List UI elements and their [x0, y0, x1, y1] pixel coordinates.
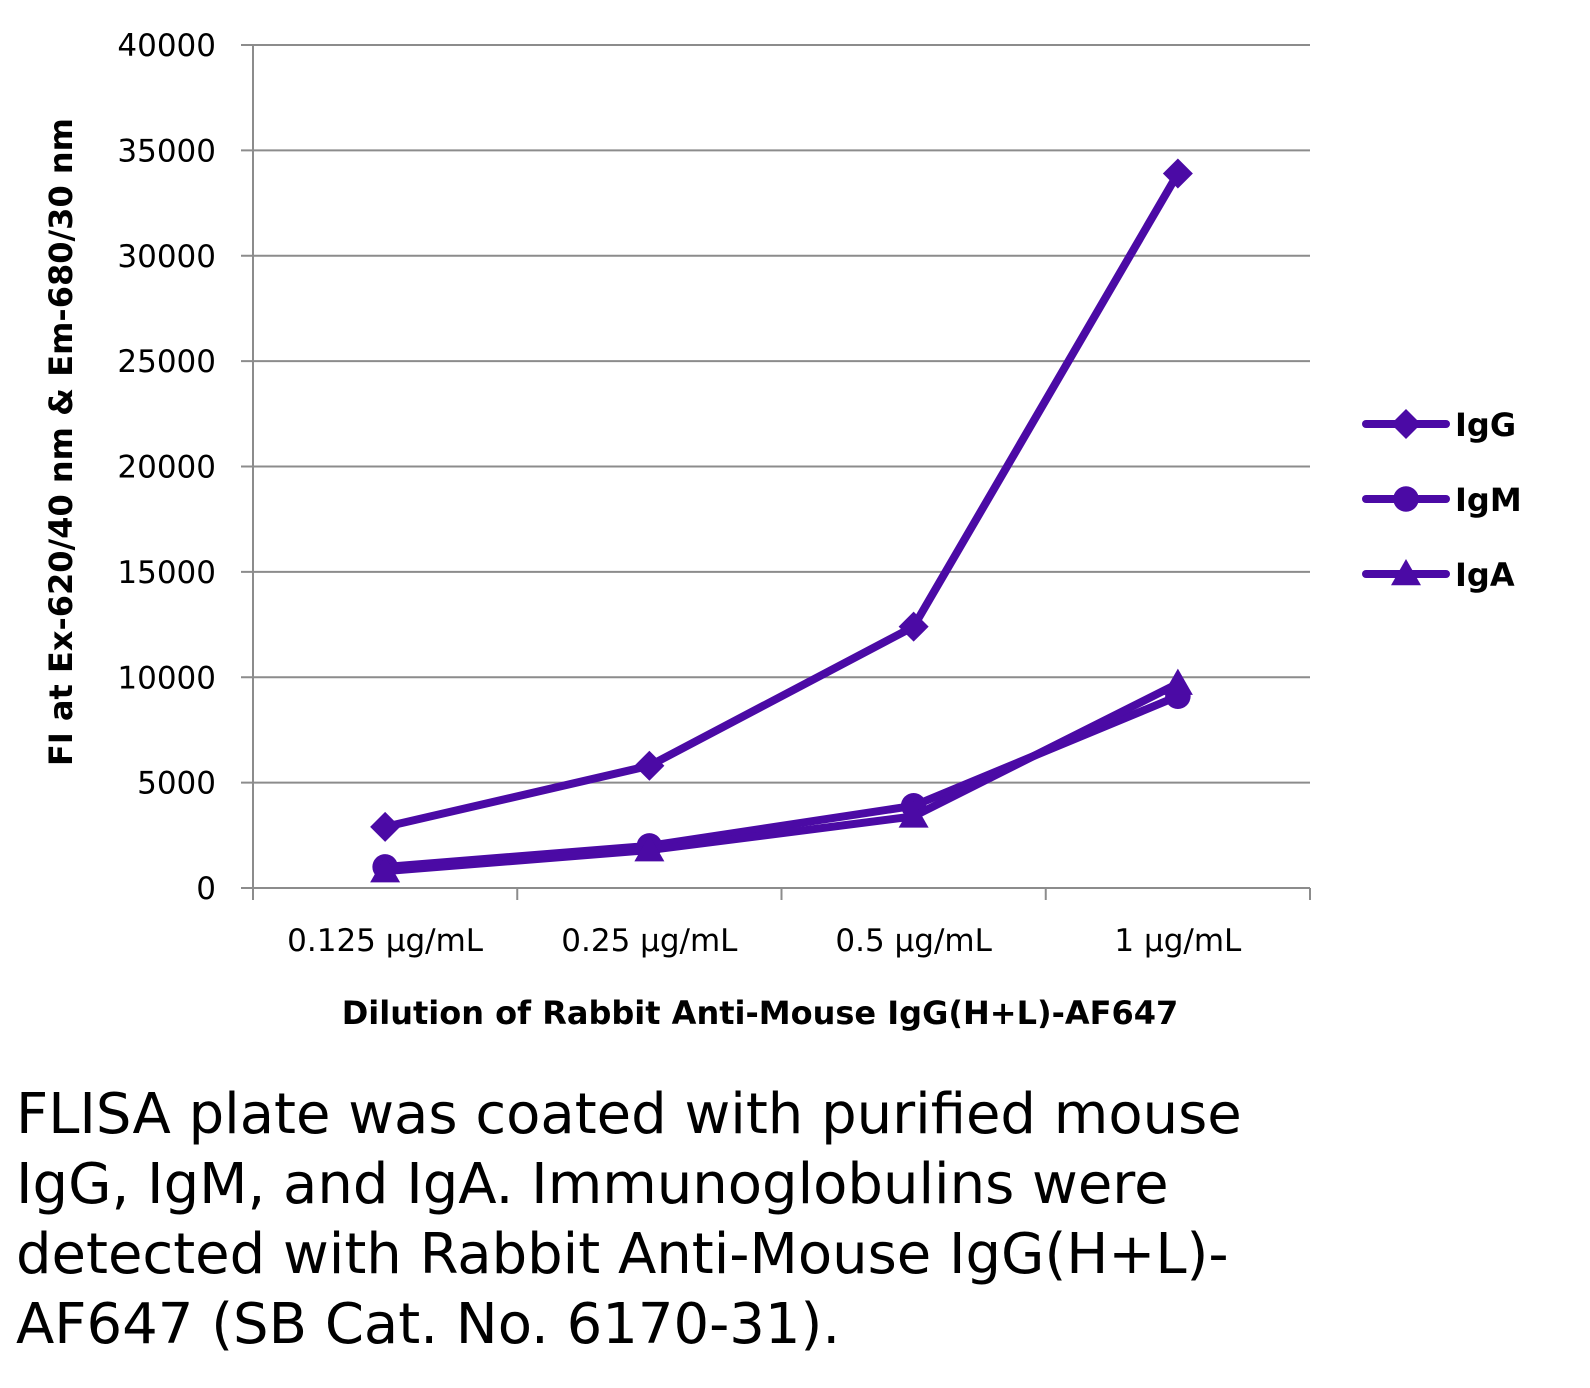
y-tick-label: 40000 — [117, 28, 216, 64]
series-igg — [370, 158, 1193, 842]
x-axis-ticks: 0.125 µg/mL 0.25 µg/mL 0.5 µg/mL 1 µg/mL — [287, 923, 1242, 959]
x-tick-label: 0.5 µg/mL — [835, 923, 992, 959]
legend-item-igm: IgM — [1362, 481, 1522, 519]
series-line-iga — [381, 679, 1182, 876]
x-tick-label: 1 µg/mL — [1114, 923, 1242, 959]
point-iga — [1162, 668, 1193, 695]
legend-label-iga: IgA — [1455, 556, 1515, 594]
x-axis-title: Dilution of Rabbit Anti-Mouse IgG(H+L)-A… — [342, 994, 1179, 1032]
point-igg — [634, 750, 665, 781]
y-axis-title: FI at Ex-620/40 nm & Em-680/30 nm — [42, 118, 80, 766]
x-tick-label: 0.25 µg/mL — [561, 923, 738, 959]
series-group — [370, 158, 1193, 883]
point-igg — [1162, 158, 1193, 189]
y-tick-label: 10000 — [117, 660, 216, 696]
figure-caption: FLISA plate was coated with purified mou… — [16, 1082, 1242, 1357]
point-iga — [370, 856, 401, 883]
point-iga — [898, 801, 929, 828]
legend-label-igm: IgM — [1455, 481, 1522, 519]
legend-item-iga: IgA — [1362, 556, 1515, 594]
series-iga — [370, 668, 1193, 883]
legend-marker-iga — [1391, 559, 1421, 586]
point-igg — [898, 611, 929, 642]
gridlines — [241, 44, 1310, 889]
y-tick-label: 30000 — [117, 239, 216, 275]
axes — [252, 45, 1311, 900]
legend-marker-igm — [1393, 486, 1419, 512]
point-iga — [634, 835, 665, 862]
series-igm — [372, 683, 1191, 880]
y-tick-label: 35000 — [117, 133, 216, 169]
y-tick-label: 20000 — [117, 450, 216, 486]
chart: 0 5000 10000 15000 20000 25000 30000 35000 40000… — [42, 28, 1522, 1032]
legend-item-igg: IgG — [1362, 406, 1516, 444]
y-tick-label: 5000 — [137, 766, 216, 802]
x-tick-label: 0.125 µg/mL — [287, 923, 484, 959]
legend: IgG IgM IgA — [1362, 406, 1522, 594]
y-tick-label: 25000 — [117, 344, 216, 380]
y-tick-label: 0 — [196, 871, 216, 907]
legend-label-igg: IgG — [1455, 406, 1516, 444]
series-line-igg — [381, 169, 1182, 831]
legend-marker-igg — [1391, 409, 1421, 439]
y-tick-label: 15000 — [117, 555, 216, 591]
y-axis-ticks: 0 5000 10000 15000 20000 25000 30000 35000 40000 — [117, 28, 216, 907]
point-igg — [370, 811, 401, 842]
series-line-igm — [381, 692, 1182, 871]
